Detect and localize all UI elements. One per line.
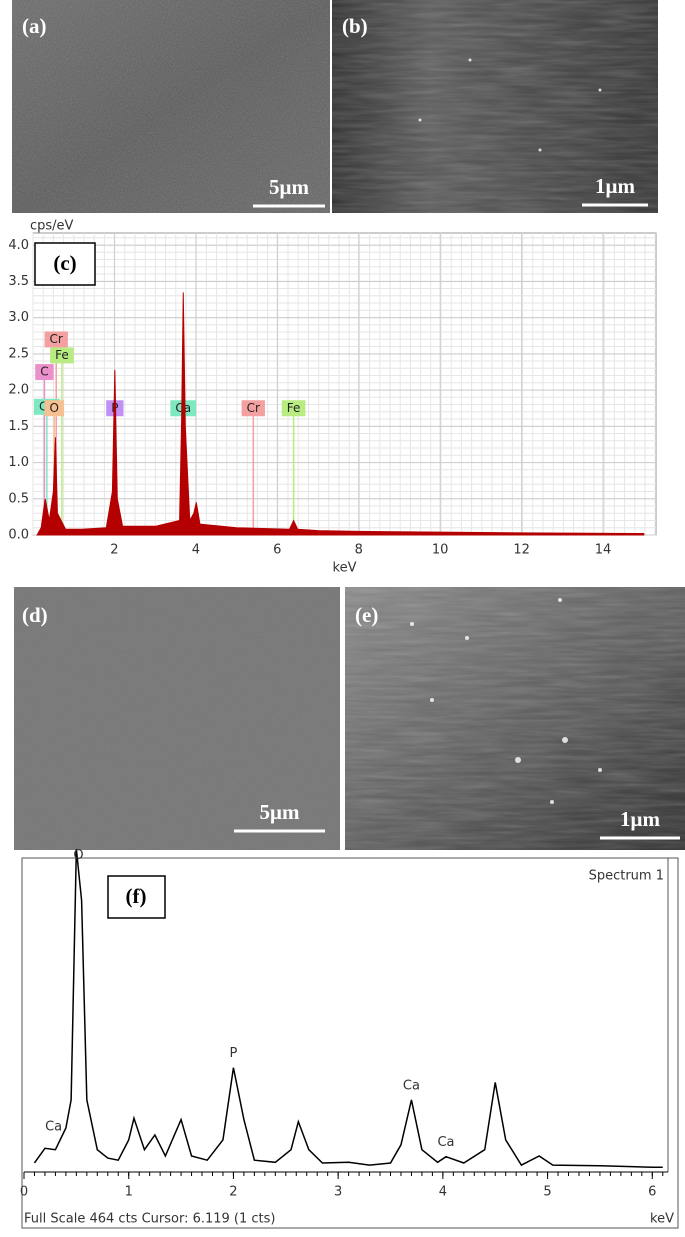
- peak-label: Ca: [403, 1078, 420, 1093]
- element-label: C: [40, 365, 48, 379]
- panel-label: (c): [53, 251, 76, 275]
- scale-bar-label: 5μm: [269, 175, 309, 199]
- x-tick-label: 0: [20, 1185, 28, 1200]
- x-tick-label: 6: [648, 1185, 656, 1200]
- y-tick-label: 2.0: [8, 383, 29, 398]
- element-tag: [35, 364, 54, 381]
- element-tag: [281, 400, 306, 417]
- y-tick-label: 4.0: [8, 238, 29, 253]
- y-tick-label: 0.0: [8, 528, 29, 543]
- y-tick-label: 2.5: [8, 346, 29, 361]
- y-tick-label: 3.5: [8, 274, 29, 289]
- panel-label: (f): [126, 884, 147, 908]
- x-axis-label: keV: [650, 1212, 674, 1227]
- spectrum: [36, 292, 645, 536]
- x-tick-label: 6: [273, 543, 281, 558]
- y-tick-label: 0.5: [8, 491, 29, 506]
- peak-label: Ca: [437, 1135, 454, 1150]
- element-label: Fe: [55, 348, 69, 362]
- element-tag: [241, 400, 265, 417]
- plot-frame: [32, 232, 657, 536]
- x-tick-label: 5: [543, 1185, 551, 1200]
- chart: 0 1 2 3 4 5 6 keV Full Scale 464 cts Cursor: 6.1…: [20, 848, 679, 1229]
- chart: 0.0 0.5 1.0 1.5 2.0 2.5 3.0 3.5 4.0 2 4 6 8 10 12 14 cps…: [8, 219, 657, 576]
- x-tick-label: 2: [110, 543, 118, 558]
- peak-label: O: [73, 848, 83, 863]
- panel-label: (a): [22, 14, 47, 38]
- scale-bar-label: 1μm: [595, 174, 635, 198]
- texture: [345, 587, 685, 850]
- bright-spots: [410, 58, 602, 804]
- element-label: O: [49, 401, 58, 415]
- panel-label: (d): [22, 603, 48, 627]
- x-tick-label: 1: [125, 1185, 133, 1200]
- spectrum-title: Spectrum 1: [589, 869, 664, 884]
- element-tag: [50, 347, 74, 364]
- x-axis-label: keV: [333, 561, 357, 576]
- sem-images: [12, 0, 685, 850]
- texture: [14, 587, 340, 850]
- texture: [332, 0, 658, 213]
- y-tick-label: 1.5: [8, 419, 29, 434]
- y-tick-label: 1.0: [8, 455, 29, 470]
- label-box: [34, 242, 96, 286]
- scale-bar-label: 1μm: [620, 807, 660, 831]
- x-tick-label: 2: [229, 1185, 237, 1200]
- x-tick-label: 10: [432, 543, 449, 558]
- x-tick-label: 12: [513, 543, 530, 558]
- panel-label: (b): [342, 14, 368, 38]
- element-label: Cr: [50, 332, 63, 346]
- label-box: [107, 875, 166, 919]
- scale-bar-label: 5μm: [260, 800, 300, 824]
- x-tick-label: 4: [439, 1185, 447, 1200]
- x-tick-label: 8: [355, 543, 363, 558]
- element-label: Cr: [247, 401, 260, 415]
- y-tick-label: 3.0: [8, 310, 29, 325]
- peak-label: P: [230, 1046, 238, 1061]
- x-tick-label: 14: [595, 543, 612, 558]
- element-tag: [44, 331, 68, 348]
- panel-label: (e): [355, 603, 378, 627]
- chart-frame: [21, 857, 679, 1229]
- element-tag: [44, 400, 64, 417]
- footer: Full Scale 464 cts Cursor: 6.119 (1 cts): [24, 1212, 276, 1227]
- element-label: Fe: [287, 401, 301, 415]
- peak-label: Ca: [45, 1120, 62, 1135]
- x-tick-label: 3: [334, 1185, 342, 1200]
- spectrum: [33, 849, 663, 1168]
- texture: [12, 0, 330, 213]
- x-tick-label: 4: [192, 543, 200, 558]
- y-axis-label: cps/eV: [30, 219, 74, 234]
